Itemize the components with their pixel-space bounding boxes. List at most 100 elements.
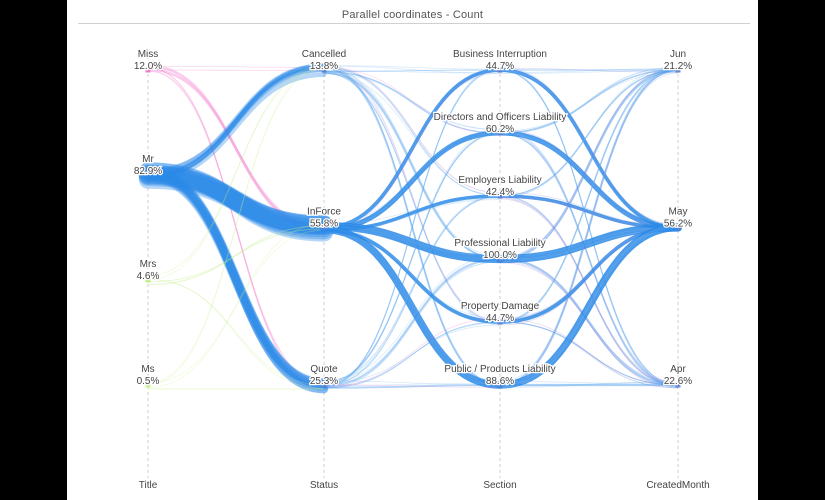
category-percent: 60.2% xyxy=(486,124,514,135)
ribbon-title-status xyxy=(147,279,325,389)
ribbon-status-section-thin xyxy=(323,384,501,389)
category-marker[interactable] xyxy=(675,67,681,73)
ribbon-section-month-thin xyxy=(499,192,679,227)
ribbon-status-section-thin xyxy=(323,222,501,382)
ribbon-section-month-thin xyxy=(499,225,679,321)
ribbon-status-section-thin xyxy=(323,71,501,130)
ribbon-section-month-thin xyxy=(499,318,679,389)
ribbon-section-month-thin xyxy=(499,70,679,198)
ribbon-status-section xyxy=(319,221,505,264)
ribbon-section-month-thin xyxy=(499,128,679,387)
ribbon-status-section-thin xyxy=(323,68,501,260)
category-percent: 22.6% xyxy=(664,376,692,387)
ribbon-section-month-thin xyxy=(499,262,679,383)
ribbon-title-status xyxy=(145,67,327,178)
ribbon-status-section-thin xyxy=(323,65,501,194)
ribbon-section-month-thin xyxy=(499,69,679,384)
ribbon-section-month-thin xyxy=(499,72,679,132)
ribbon-section-month-thin xyxy=(499,70,679,197)
ribbon-title-status xyxy=(143,168,329,394)
ribbon-title-status xyxy=(145,67,327,174)
ribbon-section-month-thin xyxy=(499,72,679,383)
ribbon-section-month-thin xyxy=(499,68,679,225)
ribbon-status-section xyxy=(323,72,501,323)
ribbon-status-section xyxy=(323,321,501,389)
ribbon-section-month-thin xyxy=(499,66,679,135)
category-label: Public / Products Liability xyxy=(444,364,555,375)
ribbon-title-status xyxy=(143,167,329,387)
category-label: Directors and Officers Liability xyxy=(434,112,567,123)
ribbon-status-section xyxy=(323,69,501,388)
category-marker[interactable] xyxy=(321,382,327,388)
ribbon-status-section xyxy=(322,257,502,388)
ribbon-title-status xyxy=(147,68,325,276)
ribbons-group xyxy=(138,63,683,394)
ribbon-status-section-thin xyxy=(323,66,501,194)
ribbon-section-month xyxy=(499,69,679,197)
ribbon-section-month-thin xyxy=(499,67,679,258)
title-divider xyxy=(78,23,750,24)
ribbon-title-status xyxy=(147,67,325,383)
category-marker[interactable] xyxy=(145,172,151,178)
ribbon-status-section xyxy=(320,225,504,389)
ribbon-status-section xyxy=(323,69,501,72)
ribbon-status-section-thin xyxy=(323,380,501,386)
category-marker[interactable] xyxy=(145,382,151,388)
category-marker[interactable] xyxy=(497,382,503,388)
category-label: Mrs xyxy=(140,259,157,270)
ribbon-section-month-thin xyxy=(499,226,679,257)
ribbon-title-status xyxy=(147,69,325,385)
ribbon-section-month-thin xyxy=(499,68,679,74)
ribbon-section-month xyxy=(498,257,680,387)
category-percent: 13.8% xyxy=(310,61,338,72)
category-marker[interactable] xyxy=(145,67,151,73)
ribbon-section-month-thin xyxy=(499,381,679,387)
category-marker[interactable] xyxy=(675,225,681,230)
category-percent: 82.9% xyxy=(134,166,162,177)
category-label: InForce xyxy=(307,207,341,218)
category-marker[interactable] xyxy=(321,225,327,230)
category-label: Property Damage xyxy=(461,301,540,312)
ribbon-status-section-thin xyxy=(323,73,501,131)
ribbon-title-status xyxy=(147,67,325,389)
category-marker[interactable] xyxy=(497,256,503,262)
ribbon-status-section-thin xyxy=(323,70,501,324)
ribbon-section-month xyxy=(498,68,680,387)
ribbon-status-section-thin xyxy=(323,67,501,258)
ribbon-title-status xyxy=(143,170,329,387)
ribbon-status-section xyxy=(323,195,501,387)
ribbon-section-month-thin xyxy=(499,69,679,386)
ribbon-section-month xyxy=(498,68,680,230)
category-marker[interactable] xyxy=(497,67,503,73)
ribbon-status-section-thin xyxy=(323,255,501,381)
ribbon-title-status xyxy=(138,170,334,234)
category-label: Professional Liability xyxy=(454,238,545,249)
category-marker[interactable] xyxy=(675,382,681,388)
ribbon-title-status xyxy=(143,173,329,391)
ribbon-status-section-thin xyxy=(323,129,501,386)
ribbon-status-section xyxy=(323,71,501,134)
ribbon-status-section-thin xyxy=(323,65,501,386)
ribbon-status-section-thin xyxy=(323,317,501,388)
category-marker[interactable] xyxy=(497,130,503,136)
ribbon-status-section-thin xyxy=(323,261,501,384)
ribbon-status-section-thin xyxy=(323,70,501,74)
category-marker[interactable] xyxy=(497,319,503,325)
ribbon-status-section-thin xyxy=(323,229,501,256)
ribbon-status-section xyxy=(323,384,501,389)
category-label: Jun xyxy=(670,49,686,60)
category-label: Business Interruption xyxy=(453,49,547,60)
ribbon-title-status xyxy=(138,167,334,235)
ribbon-section-month xyxy=(499,195,679,386)
category-marker[interactable] xyxy=(321,67,327,73)
ribbon-status-section xyxy=(323,132,501,384)
category-percent: 12.0% xyxy=(134,61,162,72)
ribbon-section-month-thin xyxy=(499,381,679,385)
ribbon-section-month-thin xyxy=(499,321,679,389)
category-percent: 25.3% xyxy=(310,376,338,387)
category-marker[interactable] xyxy=(145,277,151,283)
ribbon-title-status xyxy=(138,166,334,236)
category-marker[interactable] xyxy=(497,193,503,199)
category-label: Mr xyxy=(142,154,154,165)
